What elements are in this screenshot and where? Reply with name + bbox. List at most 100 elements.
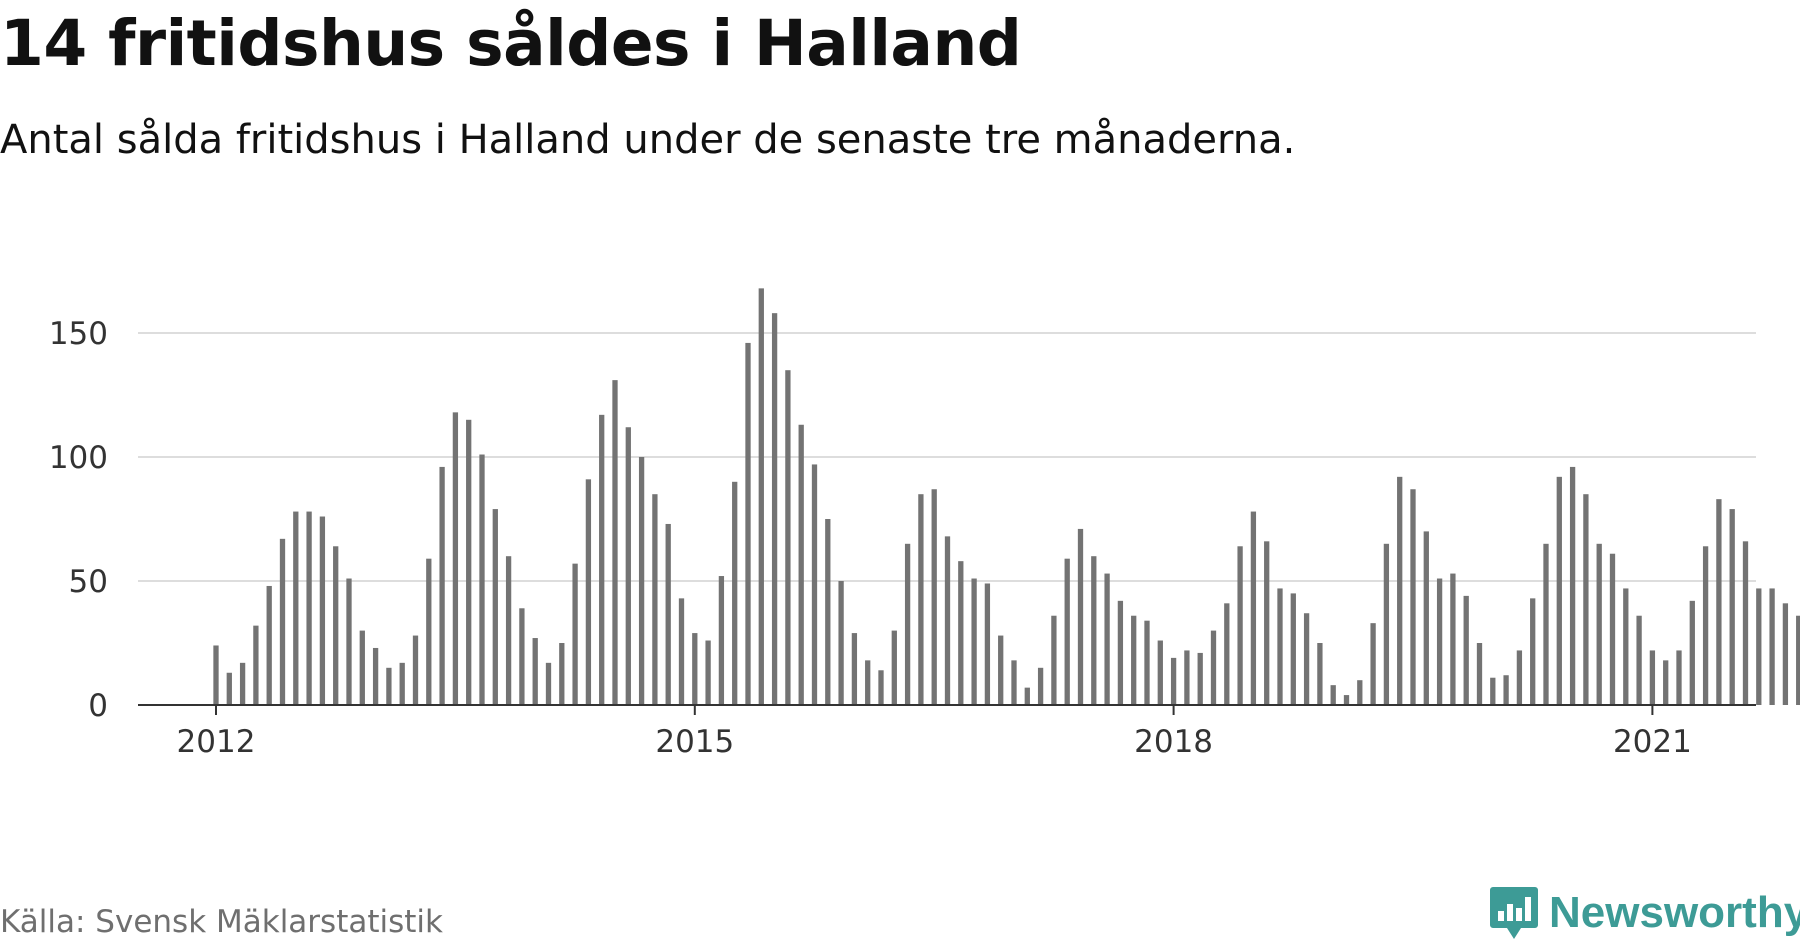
bar [1796, 615, 1800, 705]
bar [638, 457, 645, 705]
bars [213, 288, 1800, 705]
bar [1516, 650, 1523, 705]
bar [253, 625, 259, 705]
bar [1117, 600, 1124, 705]
bar [1663, 660, 1669, 705]
bar [1676, 650, 1682, 705]
x-axis-labels: 20122015201820212023 [177, 724, 1692, 760]
bar [466, 419, 472, 705]
bar [678, 598, 685, 705]
chart-subtitle: Antal sålda fritidshus i Halland under d… [0, 117, 1296, 163]
newsworthy-logo-icon [1490, 887, 1538, 939]
bar [1623, 588, 1629, 705]
bar [239, 662, 246, 705]
bar [1064, 558, 1070, 705]
bar [213, 645, 219, 705]
bar [372, 647, 379, 705]
bar [1264, 541, 1270, 705]
bar [1330, 685, 1336, 705]
bar [1104, 573, 1110, 705]
bar [306, 511, 312, 705]
bar [625, 427, 631, 705]
y-tick-label: 100 [49, 440, 108, 476]
bar [1436, 578, 1443, 705]
bar [944, 536, 951, 705]
y-tick-label: 150 [49, 316, 108, 352]
bar [904, 543, 911, 705]
bar [1077, 528, 1084, 705]
bar [333, 546, 339, 705]
bar [426, 558, 432, 705]
bar [1370, 623, 1376, 705]
bar [1583, 494, 1589, 705]
bar [998, 635, 1004, 705]
bar [532, 638, 538, 705]
bar [1024, 687, 1030, 705]
bar [1596, 543, 1602, 705]
bar [1011, 660, 1017, 705]
bar [545, 662, 552, 705]
bar [732, 481, 738, 705]
bar [266, 585, 272, 705]
bar [1397, 476, 1403, 705]
chart-title: 14 fritidshus såldes i Halland [0, 7, 1022, 80]
bar [785, 370, 791, 705]
bar [1410, 489, 1416, 705]
bar [279, 538, 286, 705]
bar [1702, 546, 1709, 705]
bar [1131, 615, 1137, 705]
bar [585, 479, 592, 705]
bar [359, 630, 365, 705]
brand-logo[interactable]: Newsworthy [1489, 885, 1800, 941]
bar [1277, 588, 1283, 705]
bar [665, 523, 671, 705]
bar [226, 672, 232, 705]
bar [891, 630, 897, 705]
bar [745, 342, 751, 705]
bar [1250, 511, 1257, 705]
bar [1742, 541, 1749, 705]
bar [1357, 680, 1363, 705]
bar [1091, 556, 1097, 705]
y-axis-labels: 0 50 100 150 [49, 316, 108, 724]
bar [1530, 598, 1536, 705]
bar [1769, 588, 1775, 705]
y-tick-label: 0 [88, 688, 108, 724]
bar [851, 633, 858, 705]
bar [399, 662, 405, 705]
bar [293, 511, 299, 705]
bar [1317, 643, 1323, 705]
bar [1450, 573, 1456, 705]
x-tick-label: 2015 [655, 724, 734, 760]
bar [1423, 531, 1429, 705]
bar [771, 313, 778, 705]
bar [1463, 595, 1469, 705]
bar [412, 635, 419, 705]
bar [692, 633, 698, 705]
bar [346, 578, 352, 705]
bar [1237, 546, 1243, 705]
bar [1782, 603, 1789, 705]
bar [439, 466, 445, 705]
bar [1290, 593, 1296, 705]
bar [825, 519, 831, 705]
bar [1543, 543, 1549, 705]
bar [1636, 615, 1642, 705]
bar [1649, 650, 1656, 705]
bar [918, 494, 924, 705]
bar [1037, 667, 1044, 705]
bar [1303, 613, 1310, 705]
bar [612, 380, 618, 705]
bar [386, 667, 392, 705]
bar [505, 556, 512, 705]
bar [1197, 652, 1203, 705]
bar [1569, 466, 1576, 705]
bar [652, 494, 658, 705]
bar [811, 464, 818, 705]
bar [1756, 588, 1762, 705]
bar [599, 414, 605, 705]
bar [1343, 695, 1350, 705]
bar [1144, 620, 1150, 705]
x-tick-label: 2021 [1613, 724, 1692, 760]
